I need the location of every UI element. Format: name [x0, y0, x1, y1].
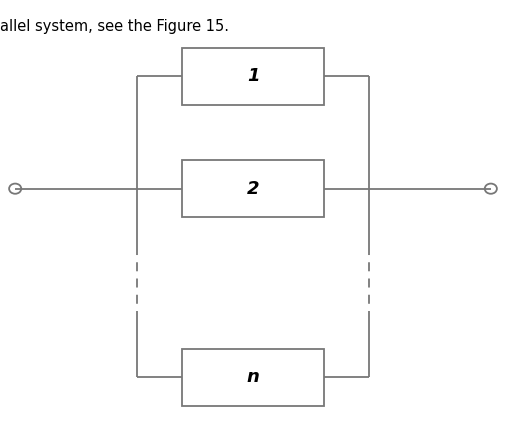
- Text: allel system, see the Figure 15.: allel system, see the Figure 15.: [0, 19, 229, 34]
- Bar: [182, 48, 323, 105]
- Bar: [182, 349, 323, 406]
- Text: 1: 1: [246, 67, 259, 85]
- Text: n: n: [246, 368, 259, 386]
- Bar: [182, 160, 323, 217]
- Text: 2: 2: [246, 180, 259, 198]
